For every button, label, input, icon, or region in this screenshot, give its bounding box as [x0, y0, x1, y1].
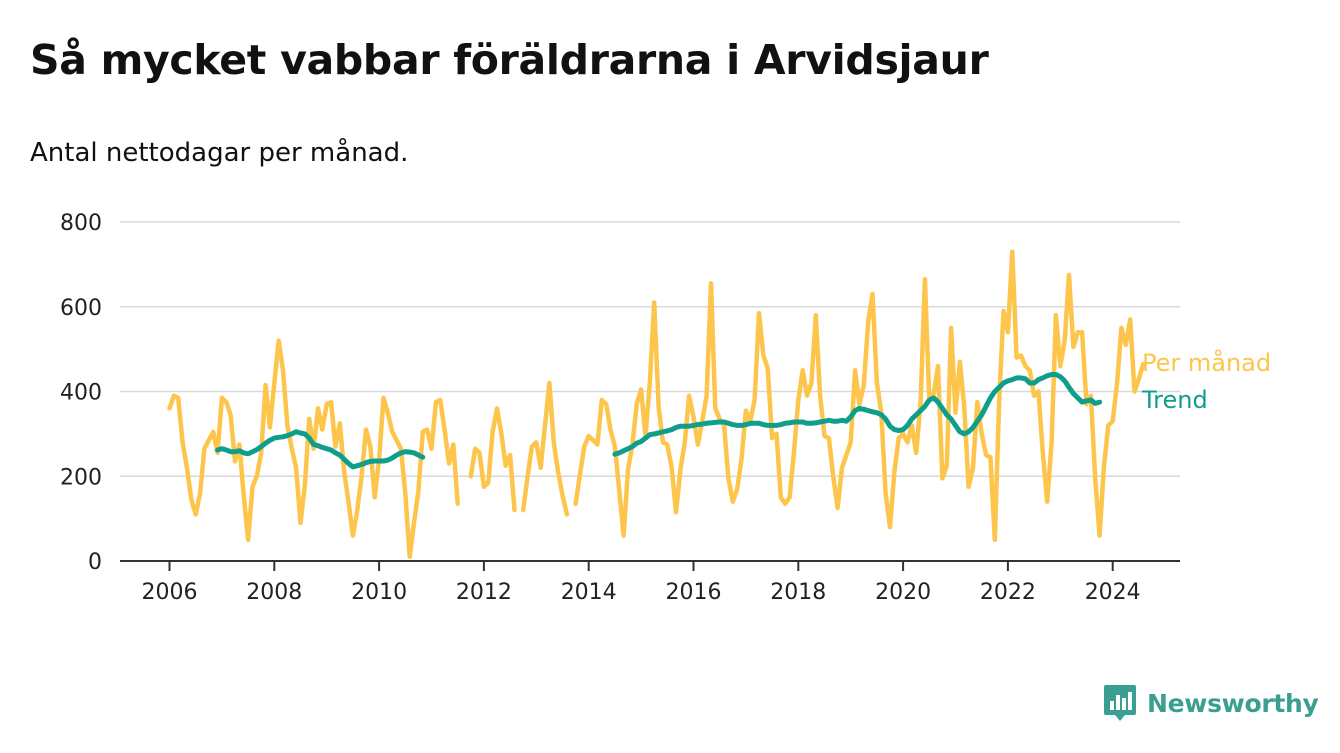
x-axis-ticks: 2006 2008 2010 2012 2014 2016 2018 2020 2022 2024 — [142, 561, 1141, 605]
newsworthy-logo-icon — [1104, 685, 1136, 721]
legend-trend: Trend — [1141, 386, 1208, 414]
chart-subtitle: Antal nettodagar per månad. — [30, 138, 409, 168]
x-tick-label: 2024 — [1085, 580, 1141, 605]
per-month-line — [468, 380, 570, 517]
legend-per-month: Per månad — [1142, 348, 1271, 377]
per-month-line — [573, 249, 1146, 543]
y-tick-label: 600 — [60, 296, 102, 321]
brand-label: Newsworthy — [1147, 688, 1319, 718]
brand: Newsworthy — [1103, 683, 1319, 723]
y-tick-label: 0 — [88, 550, 102, 575]
x-tick-label: 2012 — [456, 580, 512, 605]
series-lines — [167, 249, 1146, 560]
chart-title: Så mycket vabbar föräldrarna i Arvidsjau… — [30, 36, 989, 84]
y-tick-label: 400 — [60, 381, 102, 406]
x-tick-label: 2018 — [770, 580, 826, 605]
x-tick-label: 2006 — [142, 580, 198, 605]
x-tick-label: 2020 — [875, 580, 931, 605]
x-tick-label: 2014 — [561, 580, 617, 605]
x-tick-label: 2022 — [980, 580, 1036, 605]
y-tick-label: 800 — [60, 211, 102, 236]
y-axis-ticks: 0 200 400 600 800 — [60, 211, 102, 575]
y-tick-label: 200 — [60, 465, 102, 490]
x-tick-label: 2008 — [246, 580, 302, 605]
x-tick-label: 2010 — [351, 580, 407, 605]
trend-line — [215, 429, 426, 470]
legend: Per månad Trend — [1141, 348, 1271, 414]
trend-line — [612, 372, 1103, 457]
x-tick-label: 2016 — [666, 580, 722, 605]
per-month-line — [167, 338, 460, 560]
